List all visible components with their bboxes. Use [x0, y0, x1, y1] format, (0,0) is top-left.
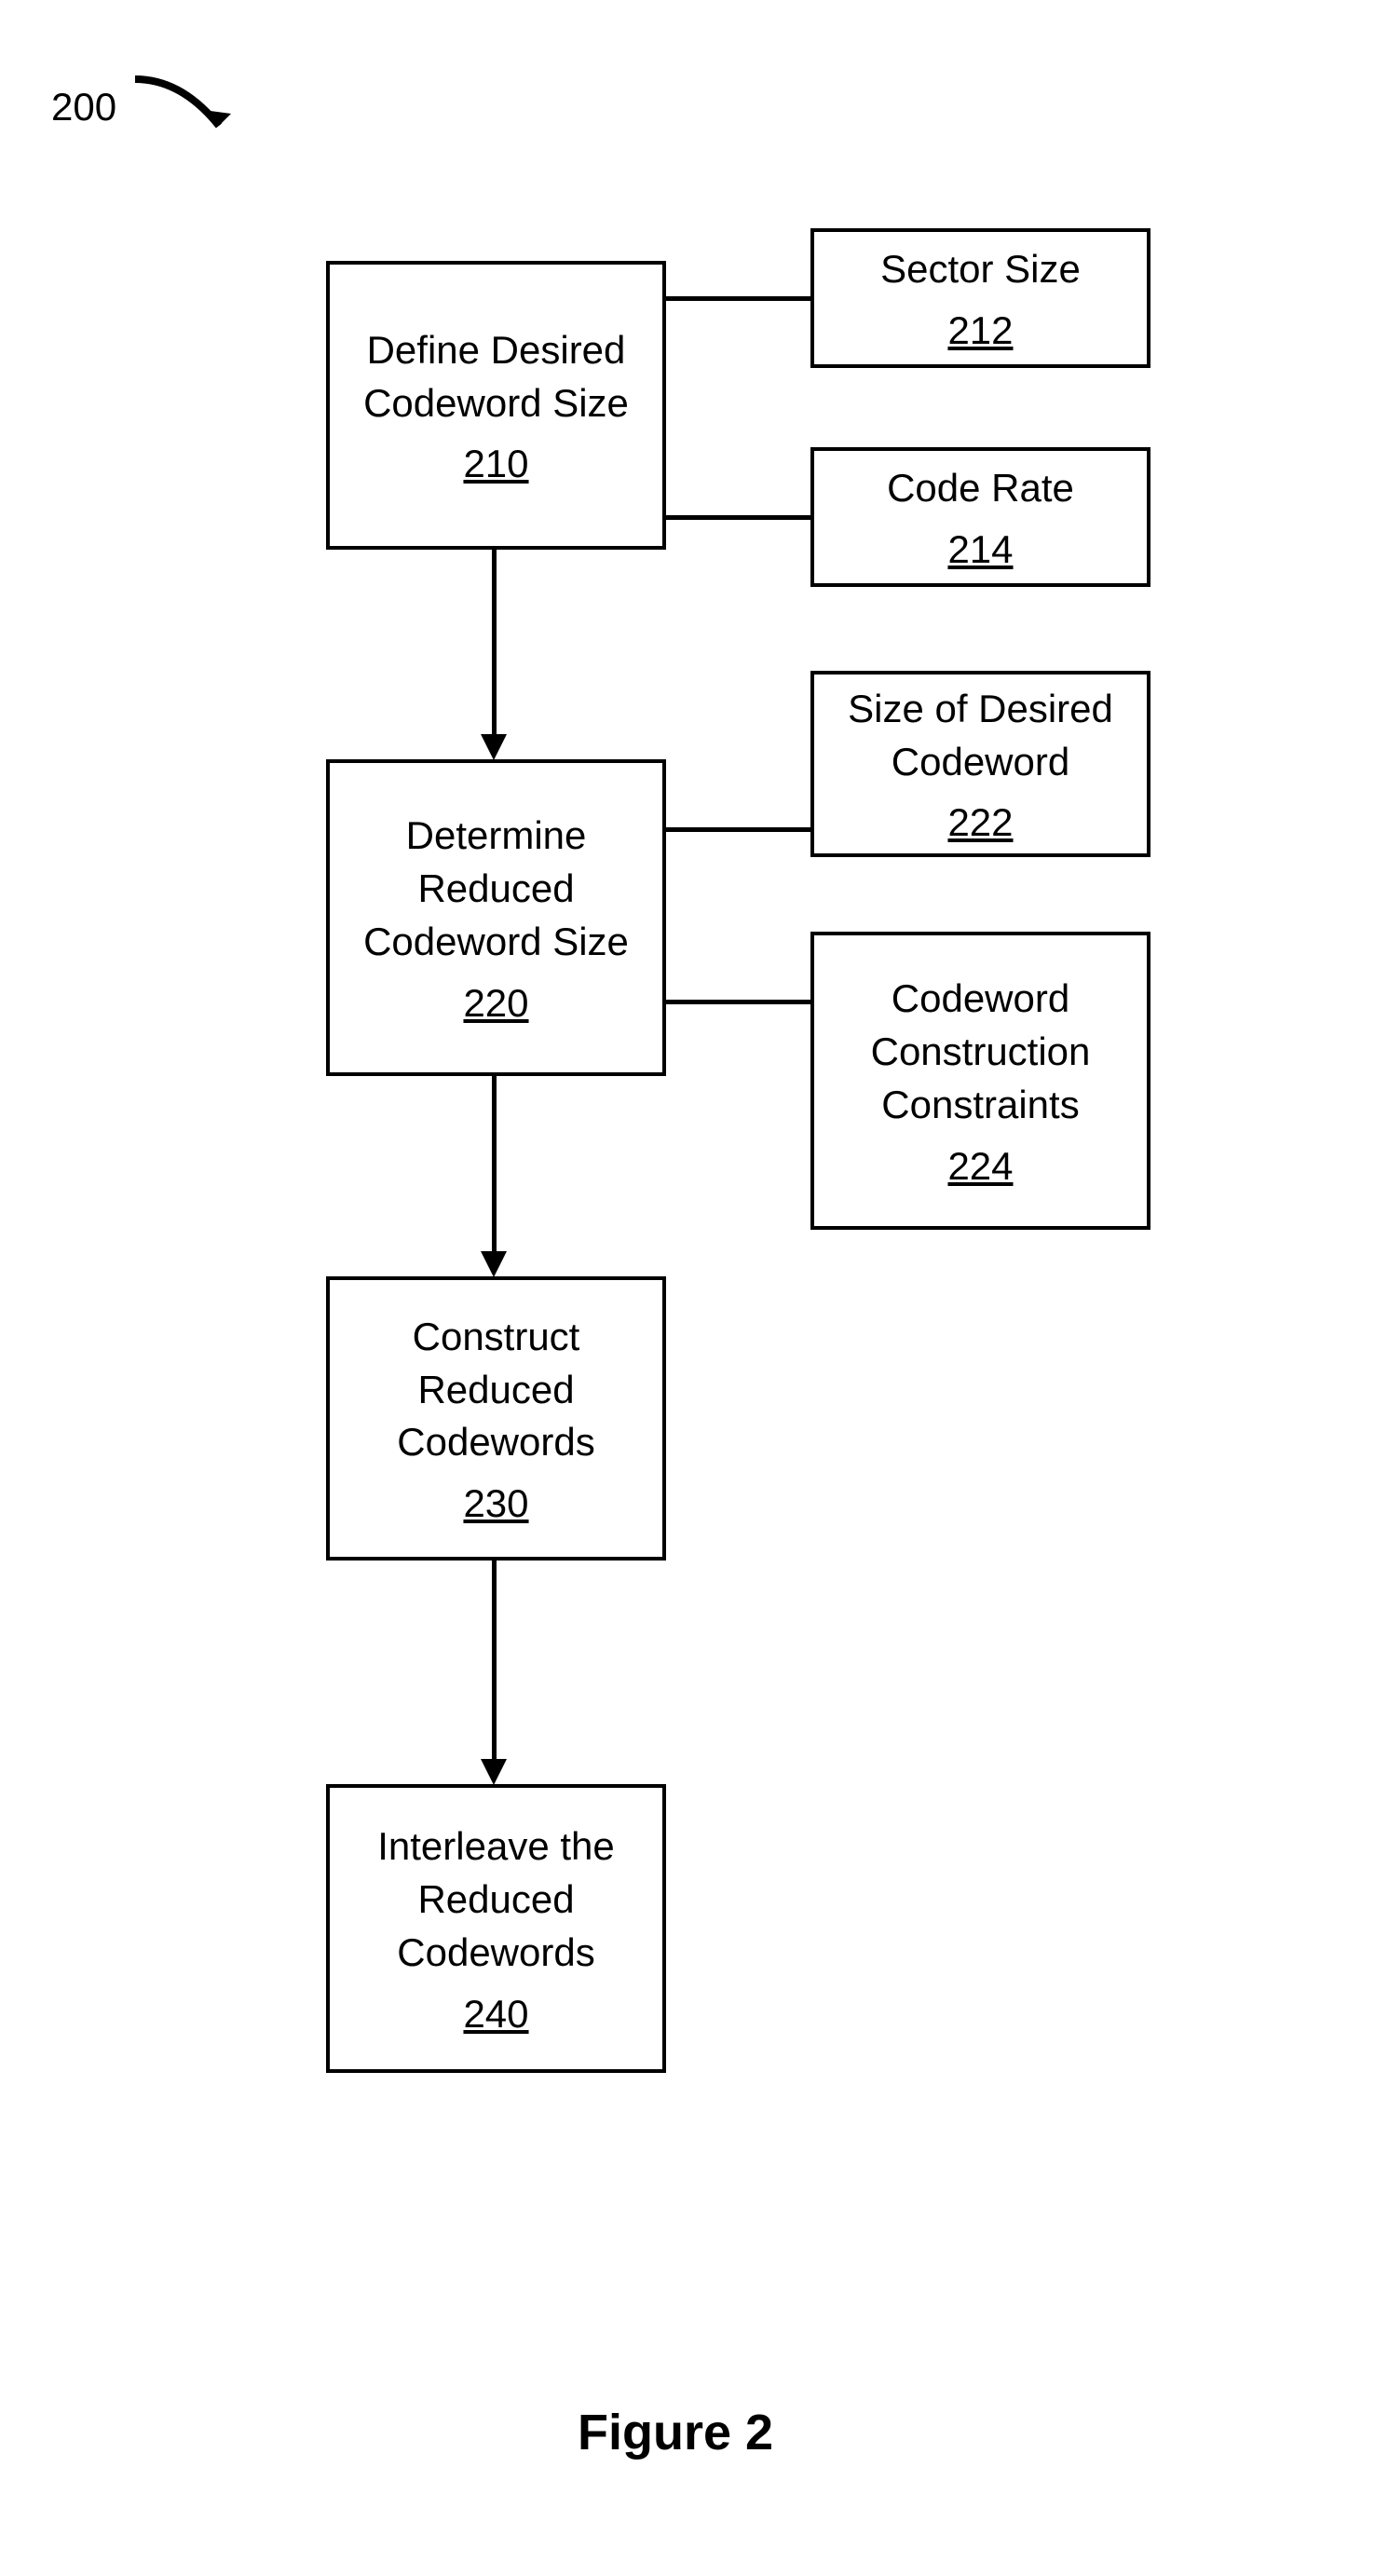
node-interleave-reduced-codewords: Interleave the Reduced Codewords 240: [326, 1784, 666, 2073]
node-ref: 212: [947, 308, 1013, 353]
node-text: Construct Reduced Codewords: [344, 1311, 648, 1469]
node-code-rate: Code Rate 214: [810, 447, 1150, 587]
edge-210-220: [492, 550, 497, 736]
node-ref: 224: [947, 1144, 1013, 1189]
node-text: Codeword Construction Constraints: [828, 973, 1133, 1131]
node-ref: 230: [463, 1481, 528, 1526]
node-text: Code Rate: [887, 462, 1074, 515]
diagram-label: 200: [51, 56, 252, 158]
figure-caption: Figure 2: [578, 2404, 773, 2461]
arrow-head-icon: [481, 1759, 507, 1785]
node-construct-reduced-codewords: Construct Reduced Codewords 230: [326, 1276, 666, 1561]
node-text: Define Desired Codeword Size: [344, 324, 648, 429]
edge-210-212: [666, 296, 810, 301]
edge-220-222: [666, 827, 810, 832]
edge-220-224: [666, 1000, 810, 1004]
node-sector-size: Sector Size 212: [810, 228, 1150, 368]
node-ref: 214: [947, 527, 1013, 572]
node-text: Interleave the Reduced Codewords: [344, 1820, 648, 1979]
diagram-label-text: 200: [51, 85, 116, 129]
node-ref: 220: [463, 981, 528, 1026]
edge-210-214: [666, 515, 810, 520]
node-determine-reduced-codeword-size: Determine Reduced Codeword Size 220: [326, 759, 666, 1076]
node-size-of-desired-codeword: Size of Desired Codeword 222: [810, 671, 1150, 857]
node-text: Sector Size: [880, 243, 1081, 296]
node-ref: 240: [463, 1992, 528, 2037]
node-text: Size of Desired Codeword: [828, 683, 1133, 788]
node-ref: 222: [947, 800, 1013, 845]
edge-230-240: [492, 1561, 497, 1761]
arrow-head-icon: [481, 734, 507, 760]
node-ref: 210: [463, 442, 528, 486]
node-define-desired-codeword-size: Define Desired Codeword Size 210: [326, 261, 666, 550]
arrow-head-icon: [481, 1251, 507, 1277]
node-text: Determine Reduced Codeword Size: [344, 810, 648, 968]
node-codeword-construction-constraints: Codeword Construction Constraints 224: [810, 932, 1150, 1230]
label-arrow-icon: [130, 56, 252, 158]
edge-220-230: [492, 1076, 497, 1253]
